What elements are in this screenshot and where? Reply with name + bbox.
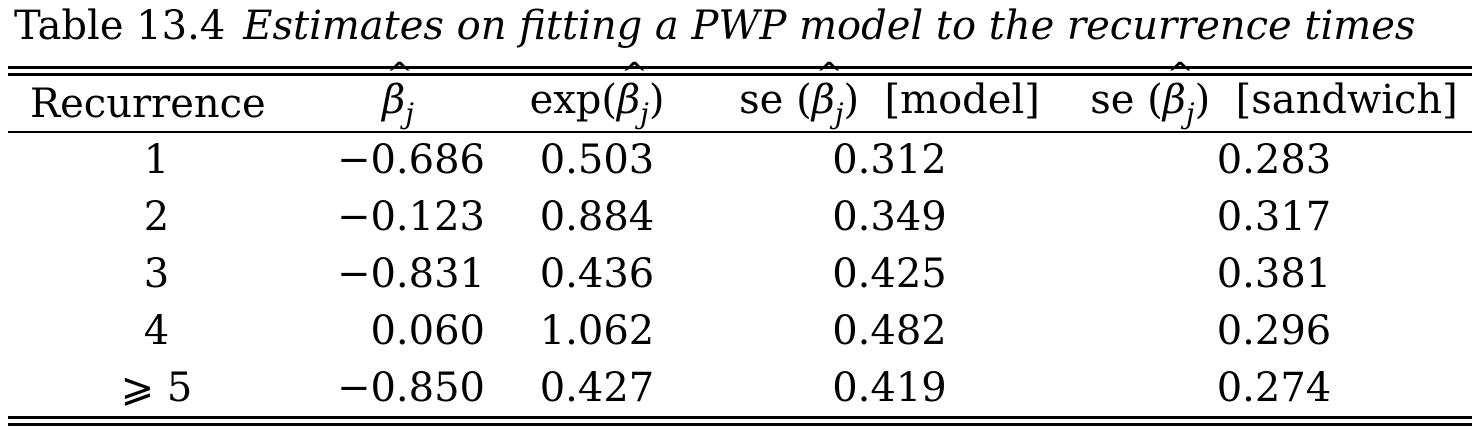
header-row: Recurrence ^ βj exp(^ βj) se (^ βj) [model]… — [8, 55, 1472, 131]
cell-exp-beta: 0.427 — [539, 364, 655, 411]
cell-se-model: 0.425 — [832, 250, 947, 297]
table-row: 4 0.060 1.062 0.482 0.296 — [8, 302, 1472, 359]
cell-exp-beta: 0.884 — [539, 193, 655, 240]
cell-se-sandwich: 0.283 — [1216, 136, 1332, 183]
header-exp-beta: exp(^ βj) — [529, 55, 665, 130]
cell-se-model: 0.419 — [832, 364, 947, 411]
cell-beta: −0.123 — [336, 193, 485, 240]
cell-se-sandwich: 0.296 — [1216, 307, 1332, 354]
cell-beta: −0.831 — [336, 250, 485, 297]
table-row: 1 −0.686 0.503 0.312 0.283 — [8, 131, 1472, 188]
cell-se-model: 0.349 — [832, 193, 947, 240]
cell-exp-beta: 0.503 — [539, 136, 655, 183]
cell-se-sandwich: 0.317 — [1216, 193, 1332, 240]
cell-recurrence: 2 — [143, 193, 170, 240]
cell-beta: −0.686 — [336, 136, 485, 183]
header-rule — [8, 131, 1472, 133]
cell-se-sandwich: 0.274 — [1216, 364, 1332, 411]
cell-se-model: 0.482 — [832, 307, 947, 354]
cell-beta: −0.850 — [336, 364, 485, 411]
cell-se-sandwich: 0.381 — [1216, 250, 1332, 297]
top-rule-inner — [8, 73, 1472, 76]
header-se-sandwich: se (^ βj) [sandwich] — [1090, 55, 1458, 130]
cell-se-model: 0.312 — [832, 136, 947, 183]
cell-recurrence: 3 — [143, 250, 170, 297]
bottom-rule-outer — [8, 423, 1472, 426]
table-row: 2 −0.123 0.884 0.349 0.317 — [8, 188, 1472, 245]
cell-exp-beta: 0.436 — [539, 250, 655, 297]
top-rule-outer — [8, 66, 1472, 69]
table-caption: Table 13.4 Estimates on fitting a PWP mod… — [14, 0, 1415, 52]
caption-text: Estimates on fitting a PWP model to the … — [243, 3, 1416, 49]
table-row: ⩾ 5 −0.850 0.427 0.419 0.274 — [8, 359, 1472, 416]
header-recurrence: Recurrence — [30, 80, 266, 127]
estimates-table: Recurrence ^ βj exp(^ βj) se (^ βj) [model]… — [8, 55, 1472, 416]
cell-exp-beta: 1.062 — [539, 307, 655, 354]
table-row: 3 −0.831 0.436 0.425 0.381 — [8, 245, 1472, 302]
cell-beta: 0.060 — [370, 307, 485, 354]
header-se-model: se (^ βj) [model] — [739, 55, 1040, 130]
cell-recurrence: 4 — [143, 307, 170, 354]
cell-recurrence: ⩾ 5 — [120, 364, 193, 411]
cell-recurrence: 1 — [143, 136, 170, 183]
bottom-rule-inner — [8, 416, 1472, 419]
caption-label: Table 13.4 — [14, 3, 226, 49]
header-beta: ^ βj — [382, 55, 414, 130]
